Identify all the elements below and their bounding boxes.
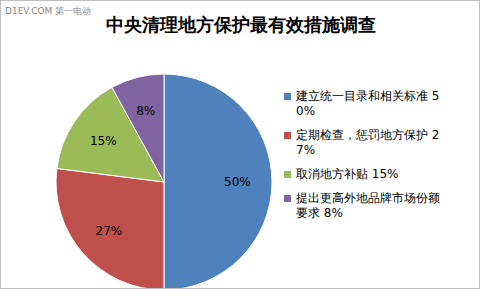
html-text:中央清理地方保护最有效措施调查: 中央清理地方保护最有效措施调查 [106, 14, 376, 35]
html-text:提出更高外地品牌市场份额要求 8%: 提出更高外地品牌市场份额要求 8% [296, 191, 440, 220]
svg-text:15%: 15% [90, 134, 117, 148]
svg-text:8%: 8% [136, 104, 155, 118]
svg-text:27%: 27% [96, 224, 123, 238]
html-text:取消地方补贴 15%: 取消地方补贴 15% [296, 167, 399, 181]
html-text:建立统一目录和相关标准 50%: 建立统一目录和相关标准 50% [296, 89, 440, 118]
html-text:定期检查，惩罚地方保护 27%: 定期检查，惩罚地方保护 27% [296, 128, 440, 157]
svg-text:50%: 50% [224, 175, 251, 189]
html-text:D1EV.COM 第一电动: D1EV.COM 第一电动 [5, 6, 92, 16]
